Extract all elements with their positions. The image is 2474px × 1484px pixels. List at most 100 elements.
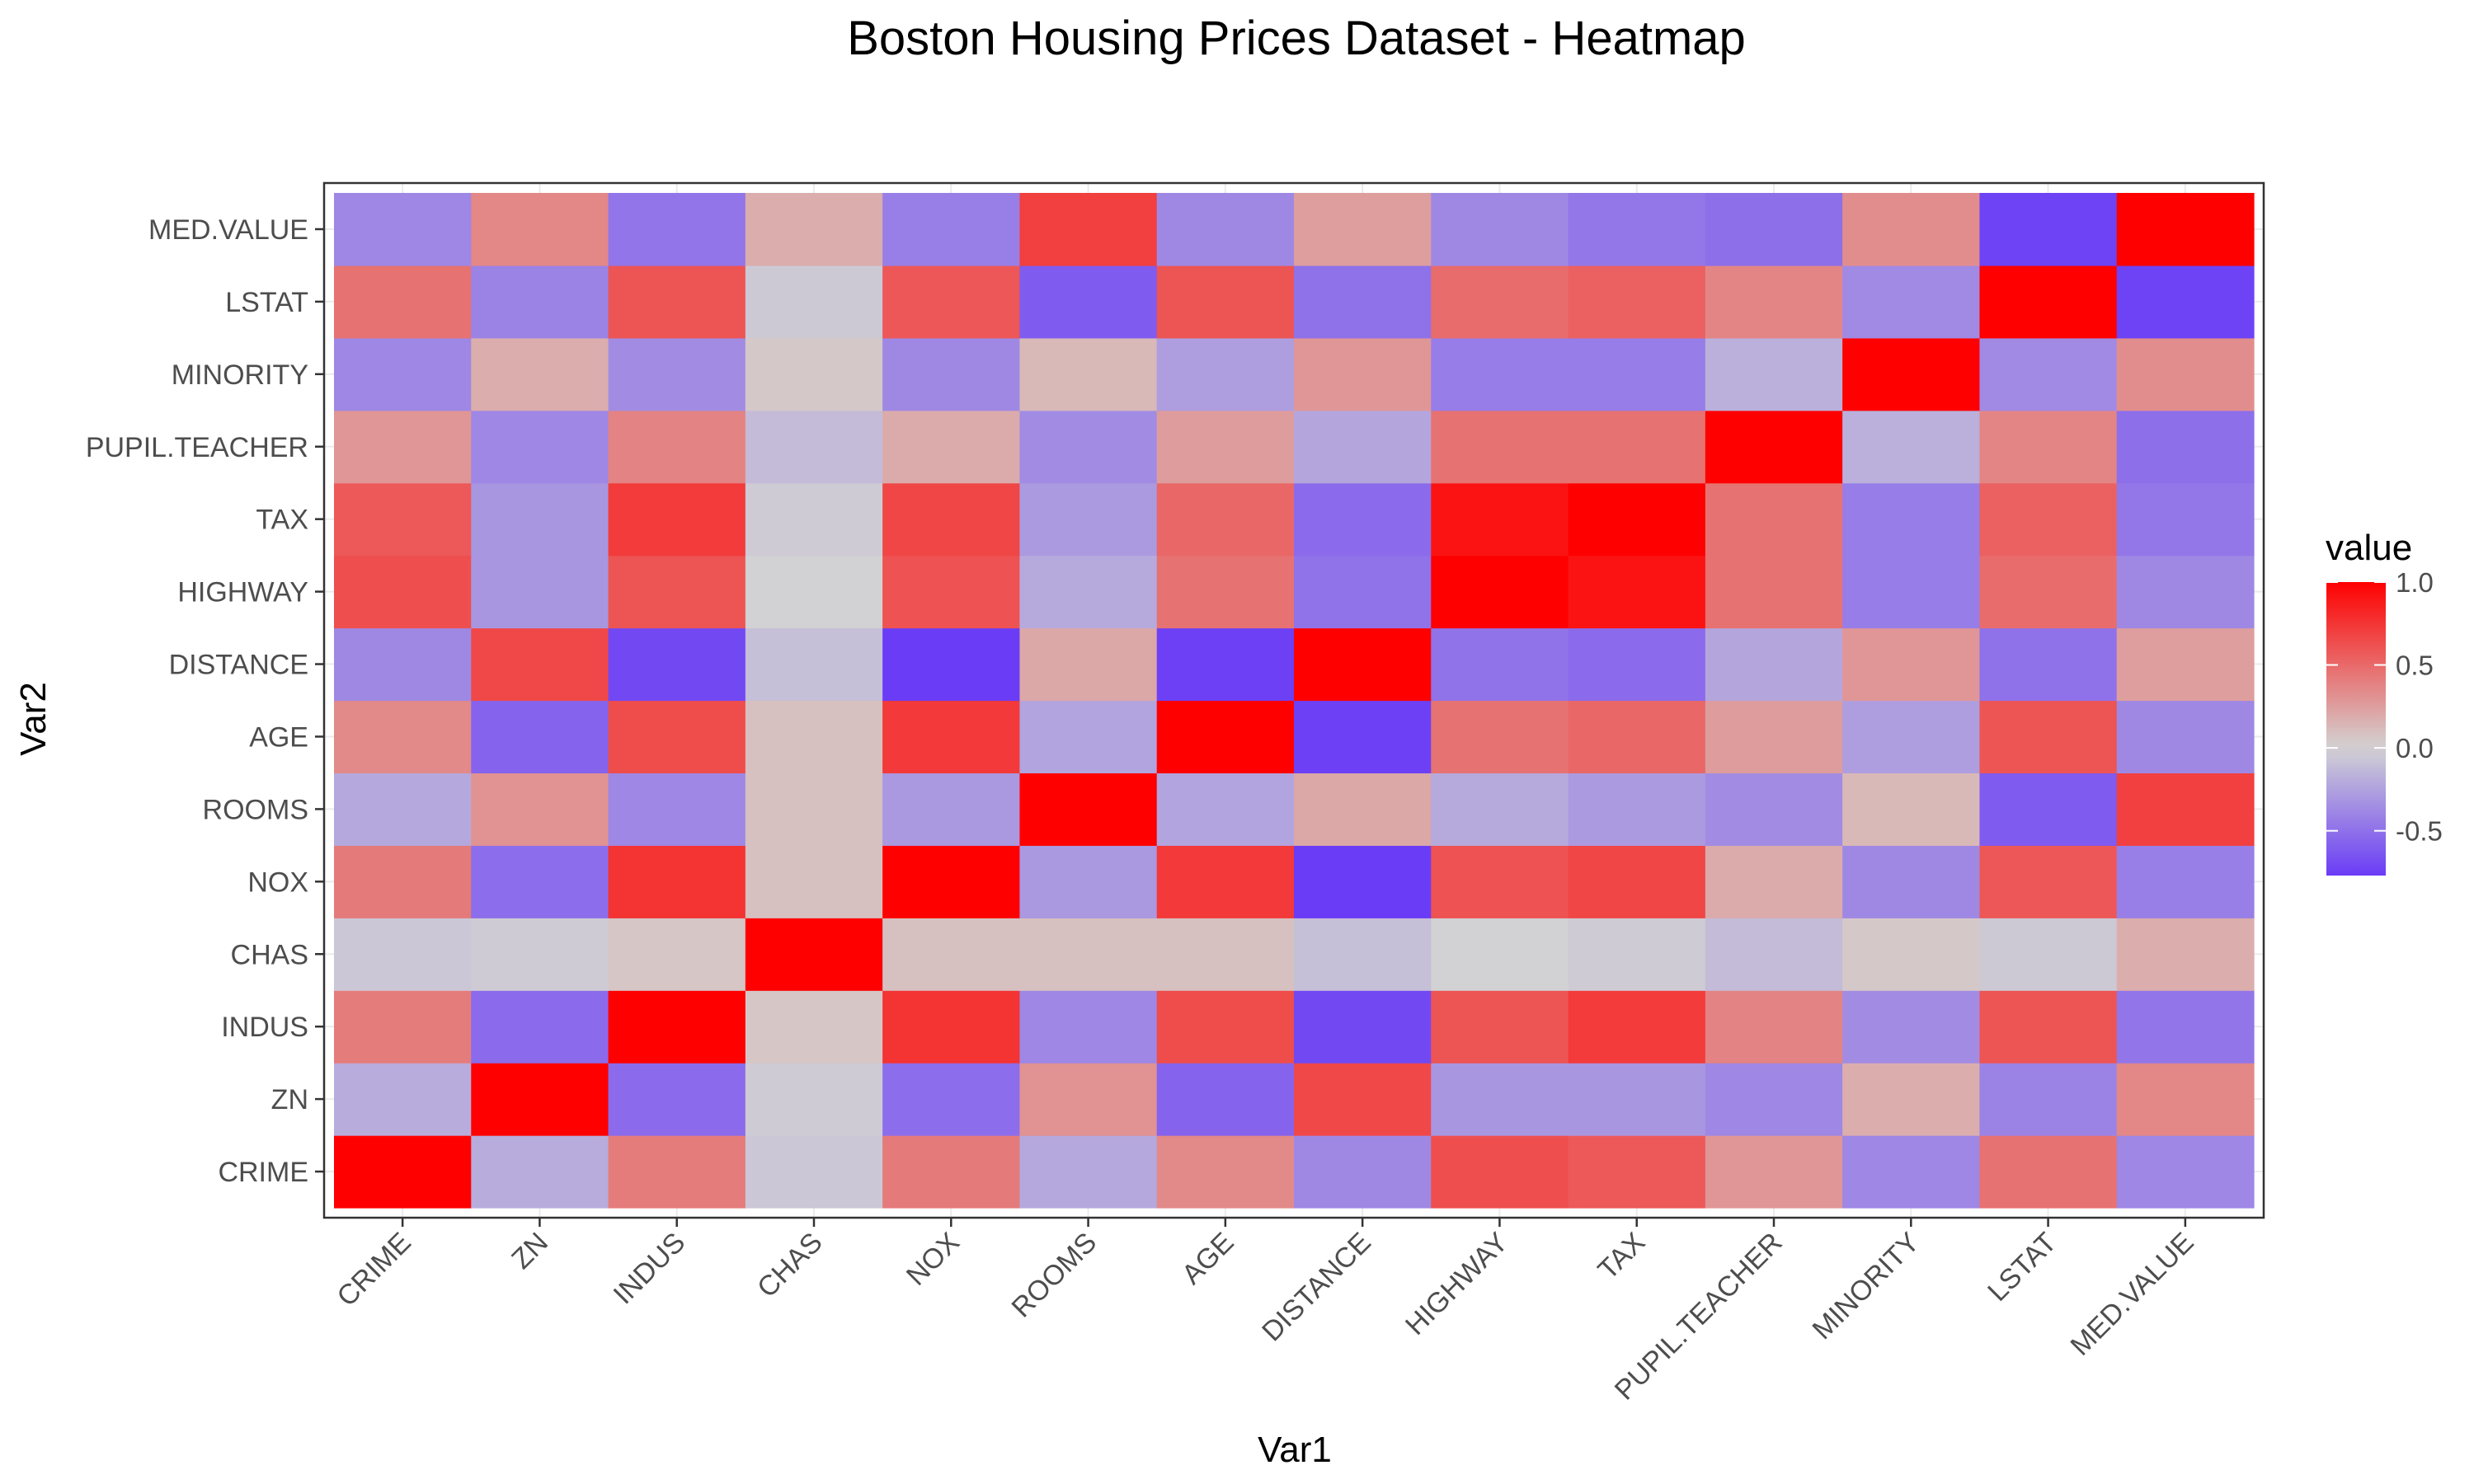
- heatmap-cell: [2116, 410, 2255, 484]
- heatmap-cell: [745, 1135, 883, 1209]
- heatmap-cell: [608, 990, 746, 1064]
- heatmap-cell: [1156, 1135, 1295, 1209]
- heatmap-cell: [1705, 918, 1843, 991]
- heatmap-cell: [1019, 627, 1158, 702]
- heatmap-cell: [334, 845, 472, 918]
- heatmap-cell: [1019, 410, 1158, 484]
- heatmap-cell: [608, 1135, 746, 1209]
- heatmap-cell: [1568, 627, 1706, 702]
- heatmap-cell: [1294, 265, 1432, 339]
- heatmap-cell: [2116, 700, 2255, 774]
- heatmap-cell: [882, 193, 1021, 266]
- heatmap-cell: [2116, 773, 2255, 846]
- heatmap-cell: [745, 773, 883, 846]
- heatmap-cell: [1568, 1063, 1706, 1136]
- heatmap-cell: [608, 193, 746, 266]
- heatmap-cell: [1705, 700, 1843, 774]
- heatmap-cell: [1705, 265, 1843, 339]
- heatmap-cell: [1156, 410, 1295, 484]
- y-tick-label: LSTAT: [225, 287, 308, 318]
- heatmap-cell: [1431, 265, 1569, 339]
- heatmap-cell: [882, 627, 1021, 702]
- heatmap-cell: [334, 1135, 472, 1209]
- heatmap-cell: [2116, 555, 2255, 629]
- heatmap-cell: [471, 337, 609, 411]
- y-tick-label: DISTANCE: [169, 650, 308, 681]
- heatmap-cell: [2116, 627, 2255, 702]
- heatmap-cell: [1431, 700, 1569, 774]
- heatmap-cell: [1568, 845, 1706, 918]
- heatmap-cell: [334, 410, 472, 484]
- heatmap-cell: [1842, 265, 1981, 339]
- heatmap-cell: [1842, 773, 1981, 846]
- y-tick-label: CHAS: [231, 939, 308, 970]
- heatmap-cell: [1431, 193, 1569, 266]
- y-tick-label: MED.VALUE: [148, 214, 308, 246]
- heatmap-cell: [334, 990, 472, 1064]
- heatmap-cell: [1294, 482, 1432, 556]
- heatmap-cell: [1294, 845, 1432, 918]
- heatmap-cell: [1294, 555, 1432, 629]
- heatmap-cell: [1705, 410, 1843, 484]
- y-tick-label: PUPIL.TEACHER: [86, 432, 308, 463]
- heatmap-cell: [608, 1063, 746, 1136]
- heatmap-cell: [1019, 773, 1158, 846]
- heatmap-cell: [1156, 1063, 1295, 1136]
- heatmap-cell: [1156, 700, 1295, 774]
- legend-tick-label: 1.0: [2396, 567, 2434, 598]
- heatmap-cell: [608, 410, 746, 484]
- heatmap-cell: [882, 700, 1021, 774]
- heatmap-cell: [1842, 845, 1981, 918]
- heatmap-cell: [1979, 1063, 2118, 1136]
- heatmap-cell: [1156, 627, 1295, 702]
- heatmap-cell: [1294, 1135, 1432, 1209]
- heatmap-cell: [1156, 555, 1295, 629]
- heatmap-cell: [1568, 1135, 1706, 1209]
- heatmap-cell: [882, 1135, 1021, 1209]
- heatmap-cell: [471, 410, 609, 484]
- heatmap-cell: [1156, 918, 1295, 991]
- heatmap-cell: [745, 990, 883, 1064]
- x-tick-label: TAX: [1592, 1227, 1652, 1286]
- heatmap-cell: [1156, 845, 1295, 918]
- heatmap-cell: [1156, 990, 1295, 1064]
- heatmap-cell: [471, 555, 609, 629]
- heatmap-cell: [745, 265, 883, 339]
- heatmap-cell: [1842, 337, 1981, 411]
- heatmap-cell: [882, 990, 1021, 1064]
- heatmap-cell: [1568, 555, 1706, 629]
- x-tick-label: ZN: [506, 1227, 554, 1275]
- heatmap-cell: [1705, 555, 1843, 629]
- heatmap-cell: [334, 265, 472, 339]
- heatmap-cell: [1019, 482, 1158, 556]
- heatmap-cell: [745, 410, 883, 484]
- heatmap-cell: [1979, 700, 2118, 774]
- legend-tick-label: -0.5: [2396, 816, 2443, 847]
- heatmap-cell: [1294, 337, 1432, 411]
- heatmap-cell: [1431, 773, 1569, 846]
- heatmap-cell: [1431, 627, 1569, 702]
- heatmap-cells: [334, 193, 2255, 1209]
- heatmap-cell: [2116, 1063, 2255, 1136]
- heatmap-cell: [1705, 482, 1843, 556]
- legend-colorbar: [2326, 582, 2386, 876]
- heatmap-cell: [1156, 265, 1295, 339]
- heatmap-cell: [1294, 700, 1432, 774]
- heatmap-cell: [1431, 845, 1569, 918]
- heatmap-cell: [1019, 265, 1158, 339]
- heatmap-cell: [1568, 773, 1706, 846]
- x-tick-label: AGE: [1176, 1227, 1240, 1291]
- y-tick-label: ROOMS: [203, 794, 308, 825]
- y-tick-label: CRIME: [218, 1157, 308, 1188]
- heatmap-cell: [1294, 918, 1432, 991]
- y-tick-label: TAX: [256, 505, 308, 536]
- heatmap-cell: [1979, 990, 2118, 1064]
- heatmap-cell: [608, 555, 746, 629]
- heatmap-cell: [1568, 990, 1706, 1064]
- heatmap-cell: [471, 700, 609, 774]
- heatmap-cell: [1568, 193, 1706, 266]
- heatmap-cell: [1156, 773, 1295, 846]
- heatmap-cell: [1294, 773, 1432, 846]
- heatmap-cell: [1156, 193, 1295, 266]
- heatmap-cell: [1294, 1063, 1432, 1136]
